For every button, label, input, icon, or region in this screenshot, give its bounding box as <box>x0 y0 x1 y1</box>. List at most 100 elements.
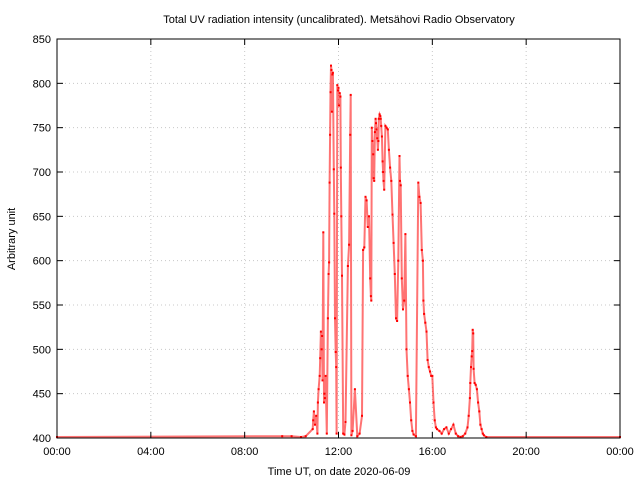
data-point <box>382 179 385 182</box>
data-point <box>434 426 437 429</box>
x-tick-labels: 00:00 04:00 08:00 12:00 16:00 20:00 00:00 <box>43 446 634 458</box>
data-point <box>473 382 476 384</box>
data-point <box>330 69 333 71</box>
data-point <box>323 392 326 395</box>
data-point <box>365 199 368 202</box>
data-point <box>316 401 319 404</box>
data-point <box>328 181 331 184</box>
data-point <box>470 355 473 358</box>
data-point <box>412 433 415 436</box>
data-point <box>387 148 390 151</box>
data-point <box>421 259 424 262</box>
y-tick-label: 550 <box>33 300 51 312</box>
data-point <box>393 273 396 275</box>
data-point <box>324 374 327 377</box>
data-point <box>423 312 426 315</box>
data-point <box>311 428 314 431</box>
data-point <box>459 436 462 438</box>
data-point <box>432 401 435 404</box>
data-point <box>332 168 335 171</box>
data-point <box>457 435 460 438</box>
data-point <box>447 432 450 435</box>
data-point <box>398 155 401 157</box>
data-point <box>466 426 469 429</box>
data-point <box>375 128 378 131</box>
data-point <box>371 140 374 142</box>
data-point <box>370 126 373 129</box>
data-point <box>300 436 302 438</box>
data-point <box>467 414 470 417</box>
data-point <box>370 299 373 302</box>
data-point <box>380 124 383 127</box>
data-point <box>474 383 477 386</box>
data-point <box>471 350 474 353</box>
data-point <box>351 429 354 432</box>
data-point <box>436 428 438 431</box>
data-point <box>425 330 428 333</box>
data-point <box>281 435 284 438</box>
y-tick-label: 750 <box>33 123 51 135</box>
data-point <box>411 429 414 432</box>
data-point <box>317 388 320 391</box>
y-tick-labels: 400 450 500 550 600 650 700 750 800 850 <box>33 34 51 445</box>
data-point <box>379 115 382 118</box>
data-point <box>338 104 340 107</box>
data-point <box>404 233 407 236</box>
y-tick-label: 800 <box>33 78 51 90</box>
data-point <box>470 366 472 369</box>
data-point <box>348 243 351 246</box>
data-point <box>321 379 324 382</box>
data-point <box>422 299 425 302</box>
x-tick-label: 00:00 <box>43 446 71 458</box>
data-point <box>290 435 293 438</box>
y-tick-label: 450 <box>33 389 51 401</box>
data-point <box>331 71 334 74</box>
chart-title: Total UV radiation intensity (uncalibrat… <box>163 14 515 26</box>
data-point <box>406 374 409 377</box>
data-point <box>330 110 333 113</box>
x-tick-label: 00:00 <box>606 446 634 458</box>
data-point <box>326 317 329 320</box>
data-point <box>450 428 453 431</box>
data-point <box>327 273 330 275</box>
data-point <box>323 397 326 400</box>
data-point <box>335 432 338 435</box>
y-tick-label: 600 <box>33 256 51 268</box>
data-point <box>320 348 323 351</box>
y-tick-label: 700 <box>33 167 51 179</box>
data-point <box>391 213 394 216</box>
data-point <box>334 317 336 320</box>
data-point <box>389 166 392 169</box>
data-point <box>443 428 446 431</box>
x-axis-label: Time UT, on date 2020-06-09 <box>268 466 411 478</box>
data-point <box>478 410 481 413</box>
data-point <box>372 153 375 156</box>
data-point <box>440 432 443 435</box>
data-point <box>402 308 404 311</box>
data-point <box>383 188 386 191</box>
data-point <box>353 388 356 391</box>
data-point <box>419 202 422 204</box>
data-point <box>438 429 441 432</box>
data-point <box>392 241 395 244</box>
data-point <box>312 419 315 422</box>
y-tick-label: 500 <box>33 344 51 356</box>
data-point <box>380 135 383 138</box>
x-tick-label: 20:00 <box>512 446 540 458</box>
data-point <box>385 126 388 129</box>
data-point <box>373 131 376 134</box>
data-point <box>337 89 339 92</box>
data-point <box>350 434 353 437</box>
data-point <box>331 73 334 76</box>
data-point <box>315 414 318 417</box>
data-point <box>429 370 431 373</box>
data-point <box>335 366 338 369</box>
data-point <box>410 419 413 422</box>
axis-ticks <box>56 38 621 439</box>
data-point <box>362 249 365 251</box>
data-point <box>481 432 484 435</box>
data-point <box>407 388 410 391</box>
data-point <box>399 179 401 182</box>
data-point <box>346 265 349 267</box>
